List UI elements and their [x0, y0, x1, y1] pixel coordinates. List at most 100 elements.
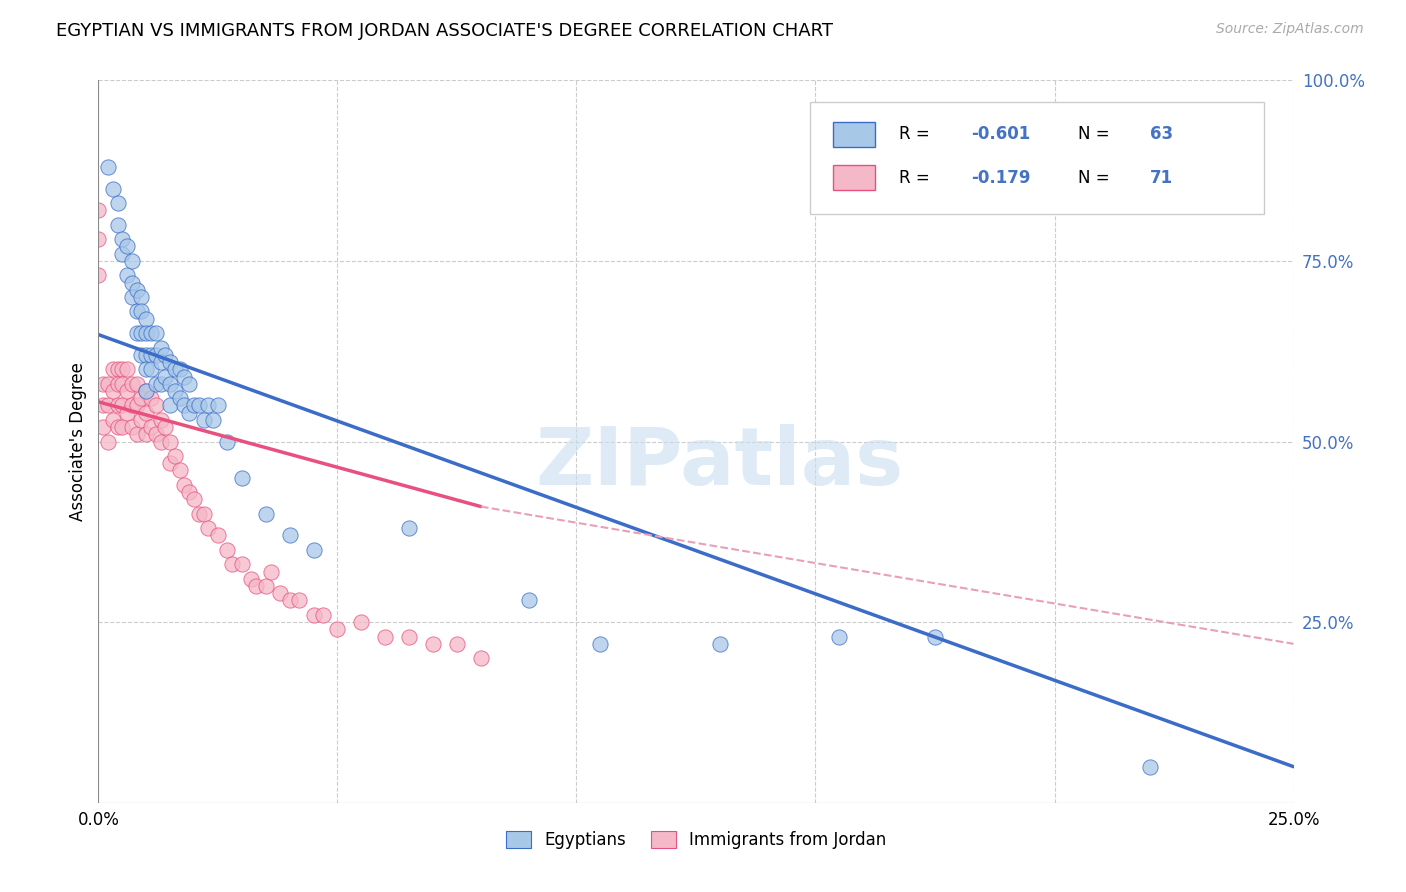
Point: [254, 507, 277, 521]
Point: [139, 326, 162, 340]
Point: [169, 362, 191, 376]
Point: [101, 413, 124, 427]
Point: [163, 449, 186, 463]
Text: 63: 63: [1150, 126, 1173, 144]
Point: [302, 607, 325, 622]
Point: [111, 420, 134, 434]
Point: [125, 398, 148, 412]
Point: [278, 528, 301, 542]
Point: [179, 406, 201, 420]
Point: [187, 398, 209, 412]
Point: [159, 434, 181, 449]
Text: Source: ZipAtlas.com: Source: ZipAtlas.com: [1216, 22, 1364, 37]
Point: [269, 586, 291, 600]
Point: [207, 528, 229, 542]
Point: [155, 348, 177, 362]
Point: [121, 290, 143, 304]
Point: [139, 420, 162, 434]
Bar: [834, 165, 876, 191]
Point: [91, 398, 114, 412]
Point: [91, 376, 114, 391]
Point: [107, 376, 129, 391]
Point: [159, 398, 181, 412]
Point: [131, 413, 153, 427]
Point: [111, 362, 134, 376]
Point: [135, 384, 157, 398]
Point: [145, 427, 167, 442]
Point: [131, 326, 153, 340]
Point: [350, 615, 373, 630]
Point: [183, 492, 205, 507]
Point: [470, 651, 492, 665]
Point: [169, 391, 191, 405]
Point: [145, 376, 167, 391]
Text: -0.601: -0.601: [972, 126, 1031, 144]
Point: [121, 276, 143, 290]
Point: [828, 630, 851, 644]
Point: [135, 406, 157, 420]
Point: [245, 579, 267, 593]
Point: [231, 470, 253, 484]
Point: [149, 413, 172, 427]
Point: [145, 398, 167, 412]
Point: [135, 427, 157, 442]
Point: [111, 232, 134, 246]
Point: [91, 420, 114, 434]
Point: [121, 398, 143, 412]
Point: [139, 362, 162, 376]
Point: [149, 355, 172, 369]
Text: R =: R =: [900, 126, 935, 144]
Text: N =: N =: [1078, 169, 1115, 186]
Text: 71: 71: [1150, 169, 1173, 186]
Point: [163, 384, 186, 398]
Point: [101, 182, 124, 196]
Text: N =: N =: [1078, 126, 1115, 144]
Point: [278, 593, 301, 607]
Point: [135, 348, 157, 362]
Point: [163, 362, 186, 376]
Point: [135, 384, 157, 398]
Point: [131, 290, 153, 304]
Point: [131, 391, 153, 405]
Text: R =: R =: [900, 169, 935, 186]
Point: [115, 239, 138, 253]
Point: [101, 384, 124, 398]
Point: [374, 630, 396, 644]
Point: [149, 341, 172, 355]
Point: [87, 268, 110, 283]
Point: [145, 326, 167, 340]
Point: [159, 376, 181, 391]
Text: EGYPTIAN VS IMMIGRANTS FROM JORDAN ASSOCIATE'S DEGREE CORRELATION CHART: EGYPTIAN VS IMMIGRANTS FROM JORDAN ASSOC…: [56, 22, 834, 40]
Point: [924, 630, 946, 644]
Point: [135, 362, 157, 376]
Point: [139, 348, 162, 362]
Point: [231, 558, 253, 572]
Point: [398, 521, 420, 535]
Point: [217, 542, 239, 557]
Point: [107, 196, 129, 211]
Point: [221, 558, 243, 572]
Y-axis label: Associate's Degree: Associate's Degree: [69, 362, 87, 521]
Point: [1139, 760, 1161, 774]
Point: [125, 376, 148, 391]
Point: [111, 398, 134, 412]
Point: [169, 463, 191, 477]
Point: [202, 413, 225, 427]
Point: [173, 478, 195, 492]
Point: [187, 507, 209, 521]
Bar: [834, 122, 876, 147]
Point: [107, 218, 129, 232]
Point: [398, 630, 420, 644]
Point: [111, 376, 134, 391]
Point: [87, 232, 110, 246]
Point: [207, 398, 229, 412]
Point: [259, 565, 281, 579]
Point: [446, 637, 468, 651]
Point: [240, 572, 263, 586]
Point: [197, 521, 219, 535]
Point: [179, 485, 201, 500]
Point: [131, 348, 153, 362]
Point: [87, 203, 110, 218]
Point: [125, 326, 148, 340]
Point: [193, 507, 215, 521]
